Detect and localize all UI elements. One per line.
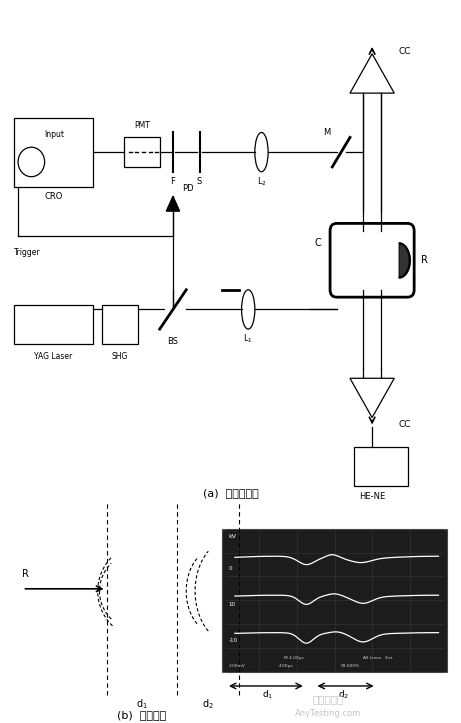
Text: (b)  试验结果: (b) 试验结果 xyxy=(118,711,166,720)
Text: F: F xyxy=(171,177,175,186)
Text: 嘉峪检测网: 嘉峪检测网 xyxy=(312,694,343,704)
Polygon shape xyxy=(166,197,180,211)
Text: 10: 10 xyxy=(228,602,235,607)
Text: HE-NE: HE-NE xyxy=(359,492,385,501)
Bar xyxy=(355,447,408,487)
Bar xyxy=(102,304,137,344)
Bar xyxy=(14,118,93,187)
Text: d$_1$: d$_1$ xyxy=(136,697,148,711)
Text: 2.00mV: 2.00mV xyxy=(228,664,245,669)
Text: d$_1$: d$_1$ xyxy=(262,688,274,701)
Text: Input: Input xyxy=(45,130,65,140)
Text: R: R xyxy=(421,255,428,265)
Text: CC: CC xyxy=(399,421,411,429)
Text: YAG Laser: YAG Laser xyxy=(35,351,72,361)
Text: PMT: PMT xyxy=(134,121,150,129)
Text: M: M xyxy=(324,128,331,137)
Text: M 4.00μs: M 4.00μs xyxy=(284,656,303,660)
Text: C: C xyxy=(314,238,321,247)
Text: 4.00μs: 4.00μs xyxy=(279,664,294,669)
Text: (a)  试验装置图: (a) 试验装置图 xyxy=(203,488,258,498)
Text: CC: CC xyxy=(399,47,411,56)
Text: CRO: CRO xyxy=(44,192,63,201)
Text: kV: kV xyxy=(228,534,236,539)
FancyBboxPatch shape xyxy=(330,223,414,297)
Bar xyxy=(14,304,93,344)
Text: d$_2$: d$_2$ xyxy=(338,688,349,701)
Text: PD: PD xyxy=(182,184,194,194)
Text: BS: BS xyxy=(167,337,178,346)
Text: AnyTesting.com: AnyTesting.com xyxy=(295,709,361,718)
Text: All Lines   Ext: All Lines Ext xyxy=(363,656,393,660)
Text: -10: -10 xyxy=(228,638,237,643)
Text: 0: 0 xyxy=(228,566,232,571)
Text: d$_2$: d$_2$ xyxy=(202,697,214,711)
Bar xyxy=(124,137,160,167)
Bar xyxy=(222,529,447,672)
Text: SHG: SHG xyxy=(112,351,128,361)
Text: 99.000%: 99.000% xyxy=(341,664,361,669)
Text: Trigger: Trigger xyxy=(14,249,40,257)
Text: R: R xyxy=(23,569,30,579)
Text: S: S xyxy=(197,177,202,186)
Text: L$_2$: L$_2$ xyxy=(256,175,266,187)
Text: L$_1$: L$_1$ xyxy=(243,333,253,345)
